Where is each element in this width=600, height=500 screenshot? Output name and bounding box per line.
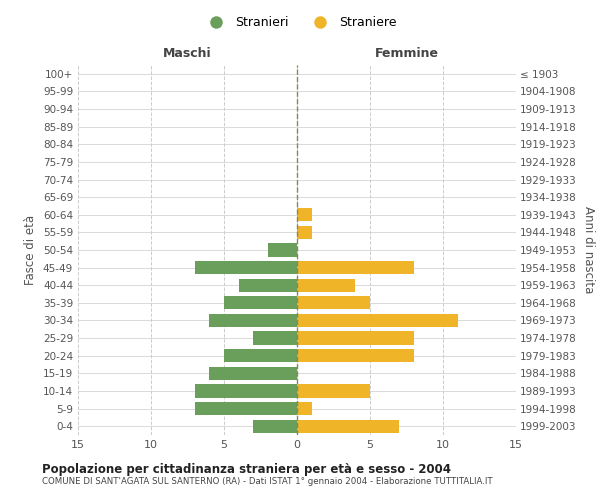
Bar — [195, 261, 297, 274]
Bar — [209, 366, 297, 380]
Legend: Stranieri, Straniere: Stranieri, Straniere — [199, 11, 401, 34]
Text: COMUNE DI SANT'AGATA SUL SANTERNO (RA) - Dati ISTAT 1° gennaio 2004 - Elaborazio: COMUNE DI SANT'AGATA SUL SANTERNO (RA) -… — [42, 478, 493, 486]
Bar — [297, 384, 370, 398]
Bar — [268, 244, 297, 256]
Bar — [297, 261, 414, 274]
Bar — [209, 314, 297, 327]
Bar — [253, 332, 297, 344]
Y-axis label: Anni di nascita: Anni di nascita — [582, 206, 595, 294]
Bar — [297, 332, 414, 344]
Bar — [239, 278, 297, 292]
Bar — [224, 296, 297, 310]
Bar — [195, 402, 297, 415]
Bar — [297, 349, 414, 362]
Bar — [297, 296, 370, 310]
Text: Popolazione per cittadinanza straniera per età e sesso - 2004: Popolazione per cittadinanza straniera p… — [42, 462, 451, 475]
Bar — [297, 420, 399, 433]
Bar — [297, 278, 355, 292]
Bar — [297, 314, 458, 327]
Bar — [224, 349, 297, 362]
Bar — [253, 420, 297, 433]
Y-axis label: Fasce di età: Fasce di età — [25, 215, 37, 285]
Bar — [195, 384, 297, 398]
Bar — [297, 402, 311, 415]
Bar — [297, 226, 311, 239]
Bar — [297, 208, 311, 222]
